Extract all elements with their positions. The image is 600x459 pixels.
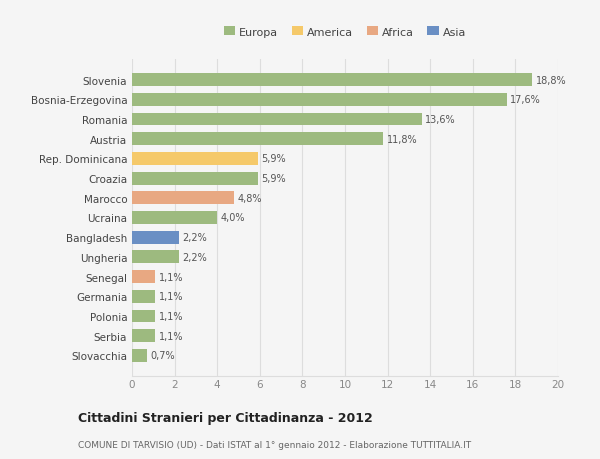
Bar — [132, 290, 155, 303]
Bar — [132, 271, 155, 283]
Text: 4,0%: 4,0% — [220, 213, 245, 223]
Text: 1,1%: 1,1% — [158, 311, 183, 321]
Bar — [132, 349, 147, 362]
Text: 11,8%: 11,8% — [386, 134, 417, 145]
Bar — [132, 212, 217, 224]
Text: 2,2%: 2,2% — [182, 252, 207, 263]
Bar — [132, 172, 257, 185]
Text: 13,6%: 13,6% — [425, 115, 455, 125]
Bar — [132, 113, 422, 126]
Bar — [132, 192, 234, 205]
Bar — [132, 153, 257, 165]
Text: 0,7%: 0,7% — [150, 351, 175, 361]
Bar — [132, 231, 179, 244]
Text: 1,1%: 1,1% — [158, 291, 183, 302]
Bar — [132, 310, 155, 323]
Text: 4,8%: 4,8% — [238, 193, 262, 203]
Text: 17,6%: 17,6% — [510, 95, 541, 105]
Legend: Europa, America, Africa, Asia: Europa, America, Africa, Asia — [224, 27, 466, 38]
Text: COMUNE DI TARVISIO (UD) - Dati ISTAT al 1° gennaio 2012 - Elaborazione TUTTITALI: COMUNE DI TARVISIO (UD) - Dati ISTAT al … — [78, 440, 471, 449]
Bar — [132, 94, 507, 106]
Bar — [132, 330, 155, 342]
Text: Cittadini Stranieri per Cittadinanza - 2012: Cittadini Stranieri per Cittadinanza - 2… — [78, 412, 373, 425]
Text: 18,8%: 18,8% — [536, 75, 566, 85]
Text: 5,9%: 5,9% — [261, 154, 286, 164]
Text: 1,1%: 1,1% — [158, 331, 183, 341]
Bar — [132, 74, 532, 87]
Bar — [132, 251, 179, 264]
Text: 1,1%: 1,1% — [158, 272, 183, 282]
Text: 5,9%: 5,9% — [261, 174, 286, 184]
Bar — [132, 133, 383, 146]
Text: 2,2%: 2,2% — [182, 233, 207, 243]
